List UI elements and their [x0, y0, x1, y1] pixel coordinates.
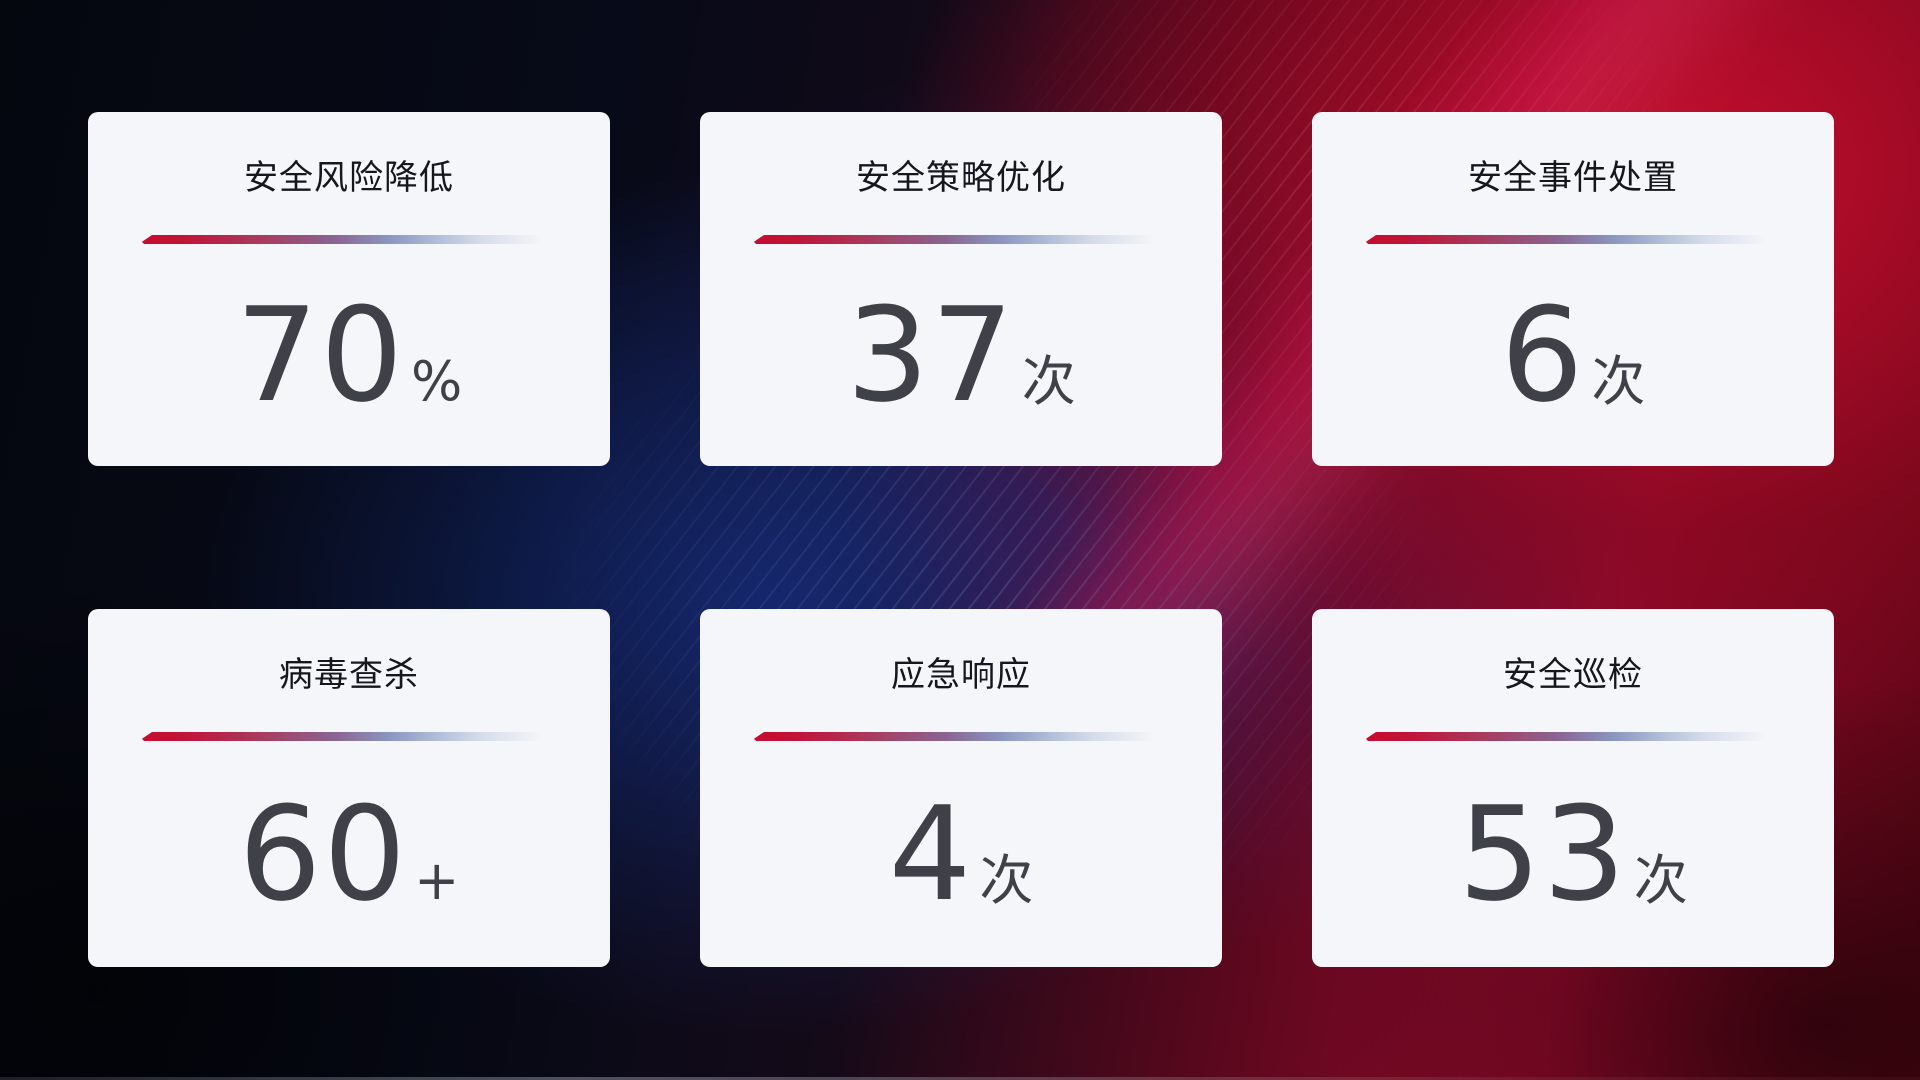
card-value: 70 %: [236, 290, 463, 420]
card-divider: [754, 732, 1168, 741]
card-value-unit: 次: [979, 849, 1034, 912]
card-value-number: 60: [238, 778, 409, 930]
card-value-unit: 次: [1591, 350, 1646, 413]
card-value-number: 53: [1458, 778, 1628, 930]
card-value: 60 +: [239, 789, 460, 919]
background-bottom-strip: [0, 1077, 1920, 1080]
stat-card-virus-scan: 病毒查杀 60 +: [88, 609, 610, 967]
card-value: 4 次: [889, 789, 1034, 919]
stat-card-security-risk-reduction: 安全风险降低 70 %: [88, 112, 610, 466]
stat-card-security-incident-handling: 安全事件处置 6 次: [1312, 112, 1834, 466]
card-title: 应急响应: [891, 655, 1031, 695]
card-value: 37 次: [846, 290, 1075, 420]
card-value-unit: 次: [1633, 849, 1688, 912]
card-value: 6 次: [1501, 290, 1646, 420]
card-value-number: 37: [846, 279, 1016, 431]
card-value-unit: %: [411, 350, 463, 413]
card-value-number: 6: [1500, 279, 1586, 431]
card-divider: [1366, 732, 1780, 741]
card-value: 53 次: [1458, 789, 1687, 919]
card-title: 安全风险降低: [244, 158, 454, 198]
card-divider: [142, 235, 556, 244]
card-value-unit: +: [414, 849, 460, 912]
card-title: 病毒查杀: [279, 655, 419, 695]
stat-card-emergency-response: 应急响应 4 次: [700, 609, 1222, 967]
card-title: 安全巡检: [1503, 655, 1643, 695]
card-title: 安全策略优化: [856, 158, 1066, 198]
card-divider: [754, 235, 1168, 244]
card-divider: [1366, 235, 1780, 244]
stat-card-security-policy-optimization: 安全策略优化 37 次: [700, 112, 1222, 466]
stat-card-security-inspection: 安全巡检 53 次: [1312, 609, 1834, 967]
card-title: 安全事件处置: [1468, 158, 1678, 198]
card-divider: [142, 732, 556, 741]
card-value-number: 70: [235, 279, 406, 431]
card-value-unit: 次: [1021, 350, 1076, 413]
card-value-number: 4: [888, 778, 974, 930]
